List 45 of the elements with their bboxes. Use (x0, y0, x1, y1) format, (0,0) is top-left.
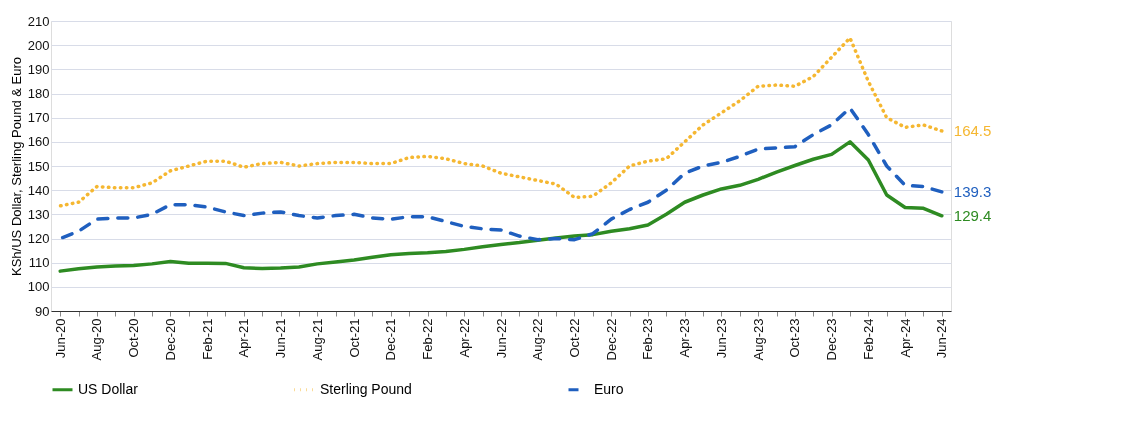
y-tick-label: 180 (27, 86, 50, 101)
y-tick-label: 160 (27, 134, 50, 150)
x-tick-label: Jun-20 (52, 318, 68, 359)
x-tick-label: Feb-21 (199, 318, 215, 360)
x-tick-label: Apr-21 (236, 318, 252, 358)
x-tick-label: Apr-24 (897, 318, 913, 358)
x-tick-label: Oct-23 (787, 318, 803, 358)
x-tick-label: Dec-22 (603, 318, 619, 361)
x-tick-label: Aug-23 (750, 318, 766, 361)
x-tick-label: Aug-22 (530, 318, 546, 361)
y-tick-label: 90 (35, 303, 50, 319)
y-tick-label: 100 (27, 279, 50, 295)
x-tick-label: Oct-21 (346, 318, 362, 358)
annotation: 164.5 (953, 121, 992, 139)
x-tick-label: Apr-23 (677, 318, 693, 358)
x-tick-label: Oct-22 (566, 318, 582, 358)
x-tick-label: Aug-21 (309, 318, 325, 361)
x-tick-label: Dec-23 (824, 318, 840, 361)
y-tick-label: 170 (27, 110, 50, 126)
x-tick-label: Oct-20 (126, 318, 142, 358)
y-tick-label: 210 (27, 13, 50, 29)
y-axis-title: KSh/US Dollar, Sterling Pound & Euro (8, 57, 24, 276)
legend-label: Sterling Pound (320, 380, 412, 397)
y-tick-label: 150 (27, 158, 50, 174)
y-tick-label: 130 (27, 206, 50, 222)
x-tick-label: Feb-23 (640, 318, 656, 360)
x-tick-label: Dec-20 (162, 318, 178, 361)
x-tick-label: Apr-22 (456, 318, 472, 358)
y-tick-label: 190 (27, 61, 50, 77)
annotation: 129.4 (953, 206, 992, 224)
x-tick-label: Jun-22 (493, 318, 509, 359)
y-tick-label: 120 (27, 231, 50, 246)
y-tick-label: 140 (27, 182, 50, 198)
x-tick-label: Jun-21 (273, 318, 289, 359)
x-tick-label: Feb-22 (420, 318, 436, 360)
x-tick-label: Feb-24 (860, 318, 876, 360)
legend-label: Euro (594, 380, 624, 397)
x-tick-label: Aug-20 (89, 318, 105, 361)
y-tick-label: 110 (28, 255, 50, 271)
x-tick-label: Dec-21 (383, 318, 399, 361)
x-tick-label: Jun-24 (934, 318, 950, 359)
y-tick-label: 200 (27, 37, 50, 53)
x-tick-label: Jun-23 (713, 318, 729, 359)
annotation: 139.3 (953, 182, 992, 200)
legend-label: US Dollar (78, 380, 139, 397)
